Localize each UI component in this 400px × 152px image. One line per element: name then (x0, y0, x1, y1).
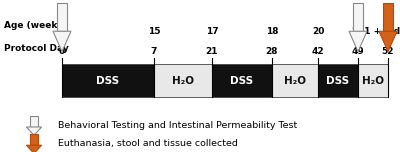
Bar (383, 3, 393, 31)
Text: 52: 52 (382, 47, 394, 56)
Bar (272, 64, 318, 97)
Bar (353, 3, 363, 31)
Text: 28: 28 (266, 47, 278, 56)
Text: 0: 0 (59, 47, 65, 56)
Text: 17: 17 (206, 28, 218, 36)
Text: 15: 15 (148, 28, 160, 36)
Text: DSS: DSS (230, 76, 254, 86)
Text: Protocol Day: Protocol Day (4, 44, 69, 53)
Bar (212, 64, 272, 97)
Text: 21: 21 (206, 47, 218, 56)
Polygon shape (379, 31, 397, 52)
Text: 21 + 3 days: 21 + 3 days (358, 28, 400, 36)
Bar (62, 64, 154, 97)
Bar (57, 3, 67, 31)
Text: Euthanasia, stool and tissue collected: Euthanasia, stool and tissue collected (58, 139, 238, 148)
Text: 18: 18 (266, 28, 278, 36)
Bar (358, 64, 388, 97)
Bar (154, 64, 212, 97)
Polygon shape (26, 127, 42, 135)
Bar (30, 134, 38, 145)
Text: 7: 7 (151, 47, 157, 56)
Polygon shape (349, 31, 367, 52)
Text: H₂O: H₂O (284, 76, 306, 86)
Text: DSS: DSS (326, 76, 350, 86)
Text: 49: 49 (352, 47, 364, 56)
Text: 42: 42 (312, 47, 324, 56)
Text: DSS: DSS (96, 76, 120, 86)
Polygon shape (26, 145, 42, 152)
Text: 14: 14 (56, 28, 68, 36)
Text: Behavioral Testing and Intestinal Permeability Test: Behavioral Testing and Intestinal Permea… (58, 121, 297, 130)
Bar (30, 116, 38, 127)
Text: H₂O: H₂O (362, 76, 384, 86)
Text: 21: 21 (352, 28, 364, 36)
Text: Age (weeks): Age (weeks) (4, 21, 67, 30)
Text: H₂O: H₂O (172, 76, 194, 86)
Text: 20: 20 (312, 28, 324, 36)
Polygon shape (53, 31, 71, 52)
Bar (318, 64, 358, 97)
